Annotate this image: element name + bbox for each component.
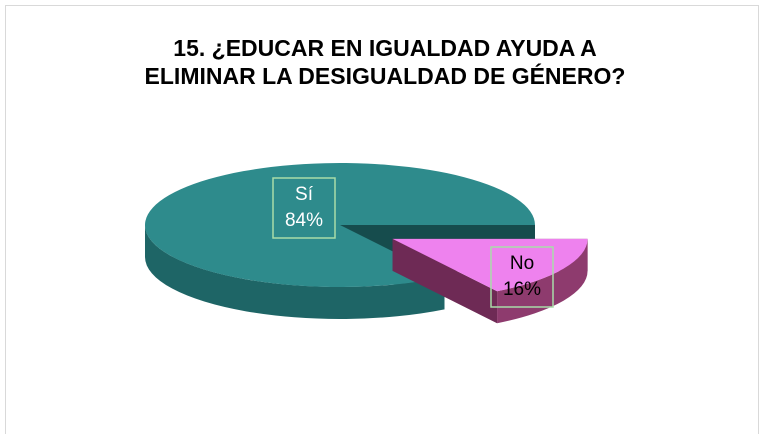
data-label-category: No (510, 253, 534, 274)
data-label-value: 84% (285, 210, 323, 231)
chart-border (5, 5, 759, 434)
data-label-box (272, 177, 336, 239)
data-label-value: 16% (503, 279, 541, 300)
slice-side (145, 225, 445, 319)
slice-wall (392, 238, 498, 324)
slice (145, 162, 535, 287)
data-label-box (490, 246, 554, 308)
slice-side (497, 238, 588, 324)
slice (392, 238, 588, 292)
chart-title: 15. ¿EDUCAR EN IGUALDAD AYUDA A ELIMINAR… (144, 35, 626, 89)
data-label-category: Sí (295, 184, 314, 205)
